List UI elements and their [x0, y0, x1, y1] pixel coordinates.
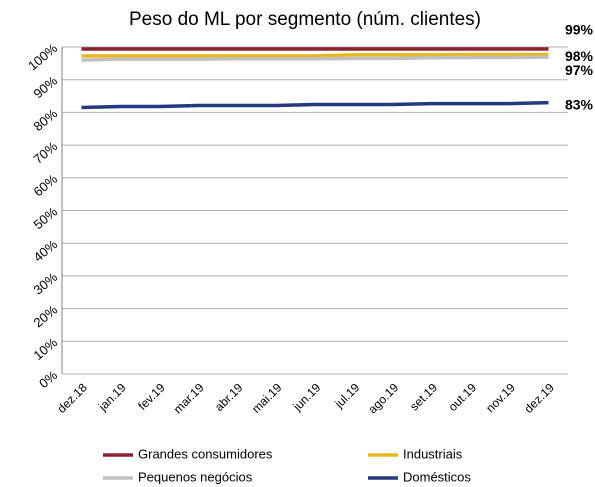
x-tick-label: jul.19 — [331, 380, 362, 411]
data-label: 98% — [565, 48, 594, 64]
y-tick-label: 100% — [25, 40, 60, 73]
y-tick-label: 60% — [31, 171, 61, 199]
legend-label: Industriais — [403, 446, 463, 461]
data-label: 99% — [565, 22, 594, 38]
legend-label: Grandes consumidores — [138, 446, 273, 461]
x-tick-label: ago.19 — [365, 380, 401, 416]
x-tick-label: nov.19 — [483, 380, 518, 415]
y-tick-label: 70% — [31, 138, 61, 166]
x-tick-label: jun.19 — [290, 380, 324, 414]
chart-title: Peso do ML por segmento (núm. clientes) — [129, 9, 481, 30]
series-line — [81, 52, 549, 58]
y-tick-label: 50% — [31, 204, 61, 232]
series-line — [81, 55, 549, 62]
x-tick-label: dez.18 — [54, 380, 90, 416]
x-tick-label: mai.19 — [249, 380, 285, 416]
y-tick-label: 90% — [31, 73, 61, 101]
y-tick-label: 40% — [31, 236, 61, 264]
x-tick-label: mar.19 — [171, 380, 207, 416]
data-label: 97% — [565, 62, 594, 78]
legend-label: Domésticos — [403, 469, 471, 484]
y-tick-label: 0% — [36, 367, 60, 391]
legend-label: Pequenos negócios — [138, 469, 253, 484]
x-tick-label: jan.19 — [95, 380, 129, 414]
x-tick-label: fev.19 — [135, 380, 168, 413]
x-tick-label: out.19 — [446, 380, 480, 414]
y-tick-label: 30% — [31, 269, 61, 297]
x-tick-label: abr.19 — [212, 380, 246, 414]
y-tick-label: 10% — [31, 334, 61, 362]
data-label: 83% — [565, 96, 594, 112]
y-tick-label: 20% — [31, 302, 61, 330]
series-line — [81, 100, 549, 110]
x-tick-label: set.19 — [407, 380, 440, 413]
x-tick-label: dez.19 — [522, 380, 558, 416]
y-tick-label: 80% — [31, 106, 61, 134]
